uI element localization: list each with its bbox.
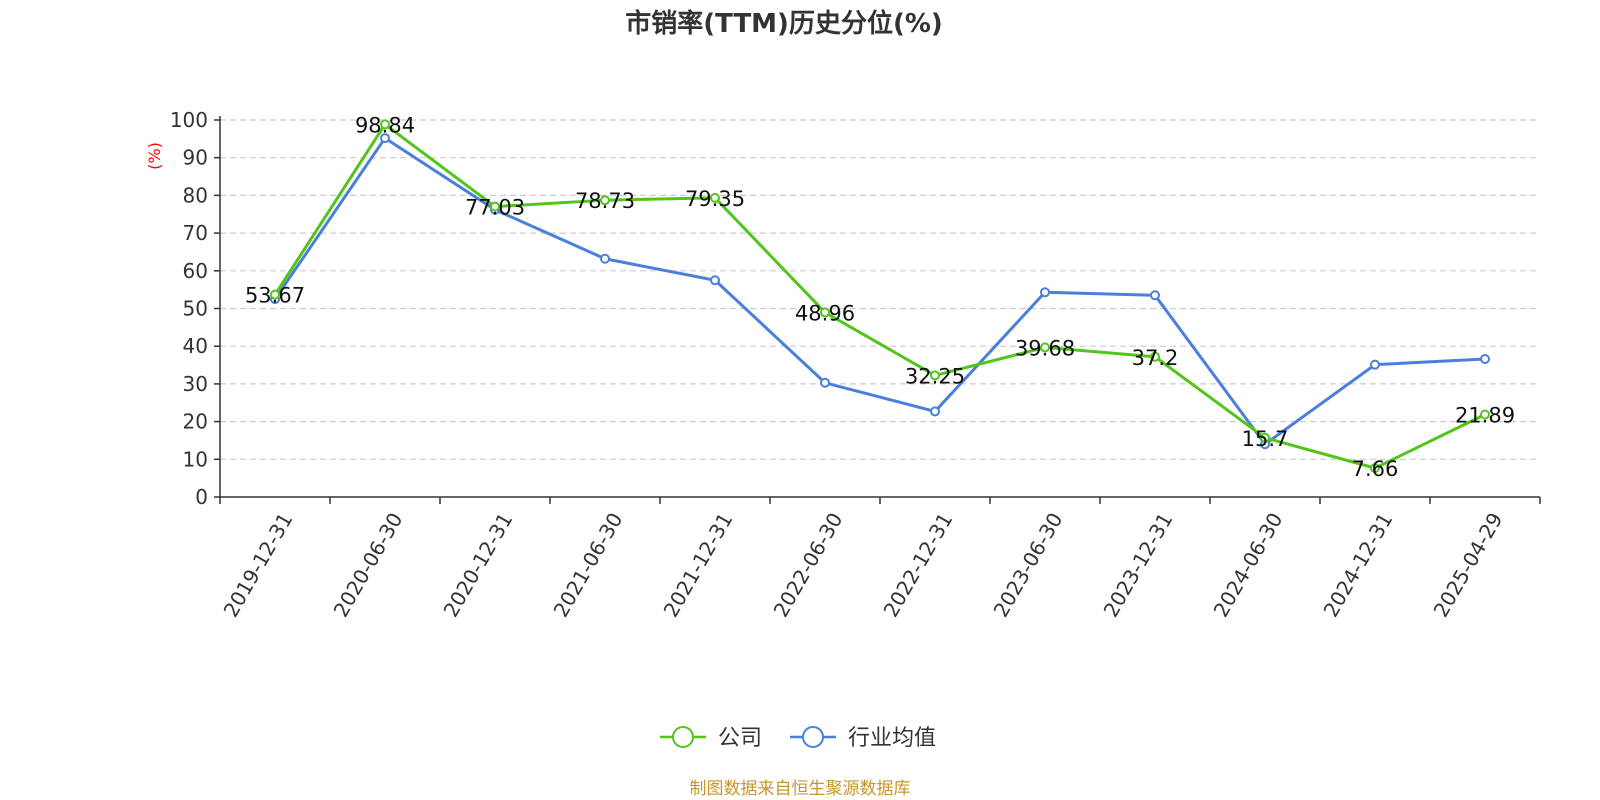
series-line bbox=[273, 122, 1486, 470]
data-label: 78.73 bbox=[575, 189, 635, 213]
series-point bbox=[1150, 290, 1160, 301]
series-point bbox=[1370, 463, 1380, 474]
x-tick-label: 2022-12-31 bbox=[879, 509, 958, 622]
data-label: 77.03 bbox=[465, 196, 525, 220]
series-line bbox=[273, 136, 1486, 446]
x-tick-label: 2021-12-31 bbox=[659, 509, 738, 622]
series-point bbox=[820, 377, 830, 388]
y-tick-label: 40 bbox=[183, 334, 208, 358]
data-label: 32.25 bbox=[905, 364, 965, 388]
series-point bbox=[1480, 354, 1490, 365]
y-tick-label: 10 bbox=[183, 447, 208, 471]
x-tick-label: 2019-12-31 bbox=[219, 509, 298, 622]
series-point bbox=[1370, 359, 1380, 370]
series-point bbox=[710, 192, 720, 203]
y-tick-label: 90 bbox=[183, 146, 208, 170]
x-tick-label: 2024-06-30 bbox=[1209, 509, 1288, 622]
series-point bbox=[600, 195, 610, 206]
legend-label: 行业均值 bbox=[848, 726, 936, 751]
legend: 公司 行业均值 bbox=[660, 726, 936, 751]
data-label: 98.84 bbox=[355, 113, 415, 137]
axes: 0 10 20 30 40 50 60 70 80 90 100 2019-12-31 2020-06-… bbox=[170, 108, 1541, 622]
y-tick-label: 0 bbox=[195, 485, 208, 509]
series-point bbox=[270, 289, 280, 300]
data-label: 53.67 bbox=[245, 284, 305, 308]
y-axis-label: (%) bbox=[145, 142, 164, 170]
y-tick-label: 70 bbox=[183, 221, 208, 245]
x-tick-label: 2020-12-31 bbox=[439, 509, 518, 622]
x-tick-label: 2020-06-30 bbox=[329, 509, 408, 622]
grid-lines bbox=[220, 119, 1540, 460]
x-tick-label: 2024-12-31 bbox=[1319, 509, 1398, 622]
x-tick-label: 2025-04-29 bbox=[1429, 509, 1508, 622]
series-point bbox=[380, 133, 390, 144]
legend-marker bbox=[672, 726, 694, 748]
data-label: 7.66 bbox=[1352, 457, 1399, 481]
y-tick-label: 50 bbox=[183, 297, 208, 321]
legend-marker bbox=[802, 726, 824, 748]
data-label: 79.35 bbox=[685, 187, 745, 211]
series-point bbox=[1150, 351, 1160, 362]
y-tick-label: 30 bbox=[183, 372, 208, 396]
x-tick-label: 2023-12-31 bbox=[1099, 509, 1178, 622]
y-tick-label: 80 bbox=[183, 183, 208, 207]
series-point bbox=[1040, 342, 1050, 353]
series-point bbox=[600, 253, 610, 264]
chart-title: 市销率(TTM)历史分位(%) bbox=[625, 8, 943, 39]
data-label: 48.96 bbox=[795, 301, 855, 325]
x-tick-label: 2023-06-30 bbox=[989, 509, 1068, 622]
series-point bbox=[930, 370, 940, 381]
series-point bbox=[1480, 409, 1490, 420]
y-tick-label: 100 bbox=[170, 108, 208, 132]
legend-label: 公司 bbox=[718, 726, 762, 751]
series-point bbox=[490, 201, 500, 212]
x-tick-label: 2021-06-30 bbox=[549, 509, 628, 622]
data-label: 15.7 bbox=[1242, 427, 1289, 451]
y-tick-label: 20 bbox=[183, 410, 208, 434]
data-label: 39.68 bbox=[1015, 336, 1075, 360]
series-group bbox=[270, 119, 1490, 474]
data-label: 37.2 bbox=[1132, 346, 1179, 370]
series-point bbox=[1260, 432, 1270, 443]
x-tick-label: 2022-06-30 bbox=[769, 509, 848, 622]
source-note: 制图数据来自恒生聚源数据库 bbox=[690, 779, 911, 799]
series-point bbox=[1040, 287, 1050, 298]
y-tick-label: 60 bbox=[183, 259, 208, 283]
series-point bbox=[930, 406, 940, 417]
series-point bbox=[380, 119, 390, 130]
data-label: 21.89 bbox=[1455, 403, 1515, 427]
series-point bbox=[710, 275, 720, 286]
data-labels: 53.67 98.84 77.03 78.73 79.35 48.96 32.25 39.68… bbox=[245, 113, 1515, 481]
series-point bbox=[820, 307, 830, 318]
